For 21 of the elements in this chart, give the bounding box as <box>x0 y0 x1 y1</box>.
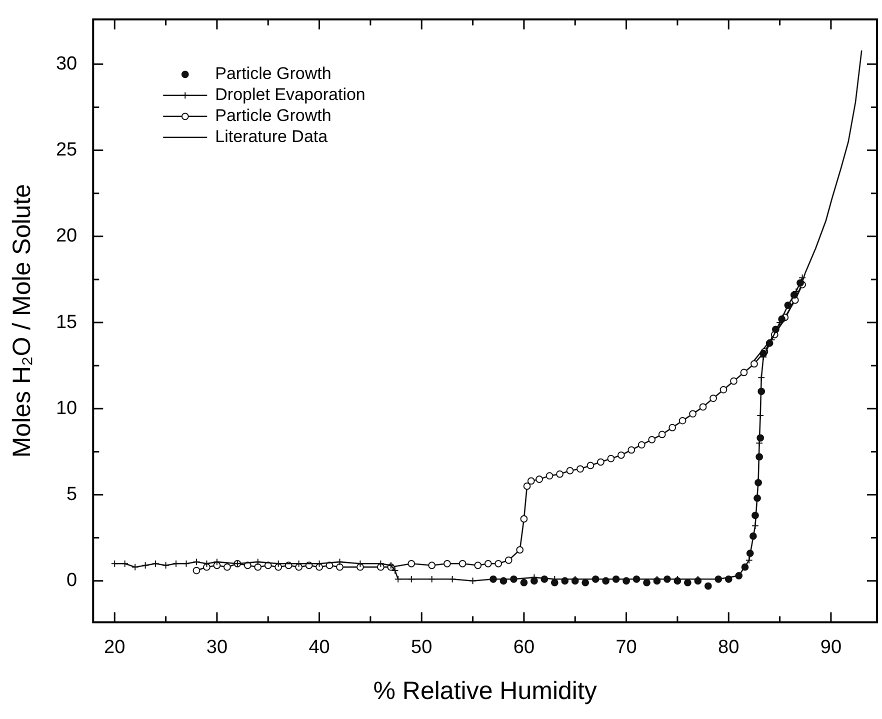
y-tick-label: 30 <box>56 53 78 74</box>
y-tick-label: 25 <box>56 140 78 161</box>
x-tick-label: 70 <box>616 636 637 658</box>
legend-label: Literature Data <box>215 127 328 146</box>
x-tick-label: 80 <box>718 636 740 658</box>
legend-label: Droplet Evaporation <box>215 85 366 104</box>
x-tick-label: 60 <box>513 636 535 658</box>
y-tick-label: 15 <box>56 312 78 333</box>
legend-label: Particle Growth <box>215 64 332 84</box>
y-tick-label: 0 <box>66 570 78 592</box>
x-tick-label: 90 <box>820 636 842 658</box>
x-tick-label: 40 <box>308 636 330 658</box>
y-tick-label: 10 <box>56 398 78 419</box>
x-tick-label: 50 <box>411 636 432 658</box>
x-axis-title: % Relative Humidity <box>373 676 598 705</box>
legend-label: Particle Growth <box>215 106 332 126</box>
y-tick-label: 5 <box>66 484 78 505</box>
x-tick-label: 30 <box>206 636 228 658</box>
y-tick-label: 20 <box>56 226 78 247</box>
y-axis-title: Moles H₂O / Mole Solute <box>8 184 36 458</box>
x-tick-label: 20 <box>104 636 126 658</box>
